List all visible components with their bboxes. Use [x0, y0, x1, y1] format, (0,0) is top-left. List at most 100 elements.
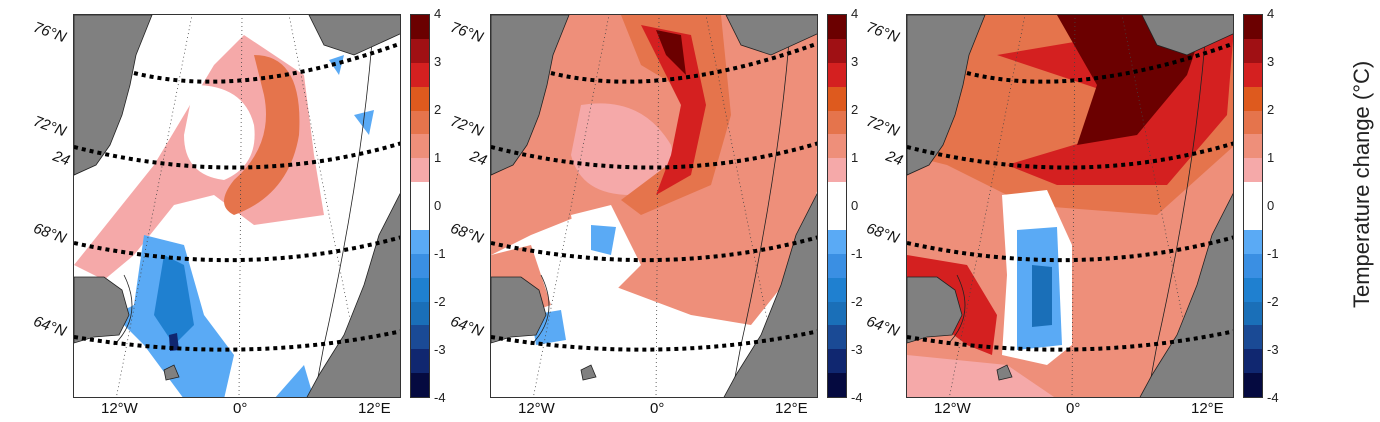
colorbar-segment [411, 110, 429, 135]
colorbar-segment [411, 134, 429, 159]
colorbar-tick-label: 0 [1267, 198, 1275, 213]
latitude-line [133, 41, 400, 84]
colorbar-tick-label: -1 [1267, 246, 1279, 261]
longitude-label: 12°W [934, 400, 971, 417]
colorbar-segment [411, 158, 429, 183]
colorbar-segment [1244, 301, 1262, 326]
longitude-label: 0° [1066, 400, 1081, 417]
latitude-label: 68°N [864, 219, 902, 248]
temperature-anomaly-region [571, 103, 673, 195]
colorbar-segment [828, 86, 846, 111]
colorbar-tick-label: 1 [434, 150, 442, 165]
colorbar-tick-label: 2 [1267, 102, 1275, 117]
map-panel-2 [490, 14, 818, 398]
colorbar-segment [828, 301, 846, 326]
colorbar-tick-label: 2 [851, 102, 859, 117]
latitude-label: 72°N [448, 112, 486, 141]
land-mass [907, 276, 963, 344]
colorbar-tick-label: -1 [851, 246, 863, 261]
colorbar-segment [411, 253, 429, 278]
colorbar-segment [411, 182, 429, 206]
colorbar-tick-label: -2 [1267, 294, 1279, 309]
meridian-line [655, 15, 660, 397]
colorbar-segment [828, 38, 846, 63]
latitude-line [966, 41, 1233, 84]
colorbar-tick-label: -2 [434, 294, 446, 309]
colorbar-segment [828, 277, 846, 302]
colorbar-segment [411, 229, 429, 254]
colorbar [827, 14, 847, 398]
colorbar-segment [1244, 373, 1262, 397]
colorbar-segment [411, 38, 429, 63]
longitude-label: 12°W [518, 400, 555, 417]
colorbar-tick-label: -3 [1267, 342, 1279, 357]
colorbar-segment [411, 349, 429, 374]
colorbar [1243, 14, 1263, 398]
longitude-label: 12°E [358, 400, 391, 417]
latitude-line [550, 41, 817, 84]
latitude-label: 24 [883, 147, 906, 170]
latitude-label: 72°N [31, 112, 69, 141]
colorbar-tick-label: 0 [434, 198, 442, 213]
colorbar-segment [828, 62, 846, 87]
latitude-line [491, 141, 817, 170]
longitude-label: 12°W [101, 400, 138, 417]
temperature-anomaly-region [591, 225, 616, 255]
temperature-anomaly-region [275, 365, 314, 397]
temperature-anomaly-region [907, 355, 1055, 397]
latitude-line [74, 235, 400, 263]
colorbar-segment [1244, 325, 1262, 350]
latitude-label: 76°N [448, 18, 486, 47]
colorbar-tick-label: 3 [434, 54, 442, 69]
temperature-anomaly-region [184, 85, 255, 180]
colorbar-segment [1244, 206, 1262, 230]
temperature-anomaly-region [224, 55, 300, 215]
colorbar-tick-label: 3 [1267, 54, 1275, 69]
temperature-anomaly-region [641, 25, 706, 195]
colorbar-segment [1244, 349, 1262, 374]
land-mass [580, 364, 597, 381]
latitude-line [907, 141, 1233, 170]
colorbar-segment [828, 253, 846, 278]
latitude-line [491, 235, 817, 263]
colorbar-segment [828, 325, 846, 350]
colorbar-segment [411, 277, 429, 302]
latitude-label: 76°N [31, 18, 69, 47]
land-mass [491, 15, 570, 176]
colorbar-tick-label: 1 [851, 150, 859, 165]
temperature-anomaly-region [154, 255, 194, 345]
colorbar [410, 14, 430, 398]
colorbar-tick-label: -3 [434, 342, 446, 357]
colorbar-label: Temperature change (°C) [1349, 60, 1374, 308]
latitude-label: 24 [467, 147, 490, 170]
temperature-anomaly-region [656, 30, 686, 75]
colorbar-tick-label: -1 [434, 246, 446, 261]
longitude-label: 0° [650, 400, 665, 417]
colorbar-segment [411, 373, 429, 397]
colorbar-segment [1244, 15, 1262, 39]
colorbar-segment [828, 229, 846, 254]
colorbar-tick-label: 0 [851, 198, 859, 213]
colorbar-tick-label: -3 [851, 342, 863, 357]
colorbar-segment [1244, 158, 1262, 183]
colorbar-tick-label: 4 [851, 6, 859, 21]
map-panel-1 [73, 14, 401, 398]
colorbar-segment [828, 206, 846, 230]
land-mass [1141, 15, 1233, 56]
colorbar-segment [828, 15, 846, 39]
latitude-line [74, 141, 400, 170]
land-mass [725, 15, 817, 56]
temperature-anomaly-region [354, 110, 374, 135]
colorbar-segment [1244, 86, 1262, 111]
colorbar-segment [1244, 182, 1262, 206]
temperature-anomaly-region [329, 55, 344, 75]
colorbar-tick-label: 3 [851, 54, 859, 69]
colorbar-segment [411, 206, 429, 230]
colorbar-segment [828, 110, 846, 135]
latitude-label: 64°N [864, 312, 902, 341]
land-mass [163, 364, 180, 381]
latitude-label: 64°N [448, 312, 486, 341]
temperature-anomaly-region [1032, 265, 1052, 327]
colorbar-segment [411, 325, 429, 350]
colorbar-segment [828, 349, 846, 374]
